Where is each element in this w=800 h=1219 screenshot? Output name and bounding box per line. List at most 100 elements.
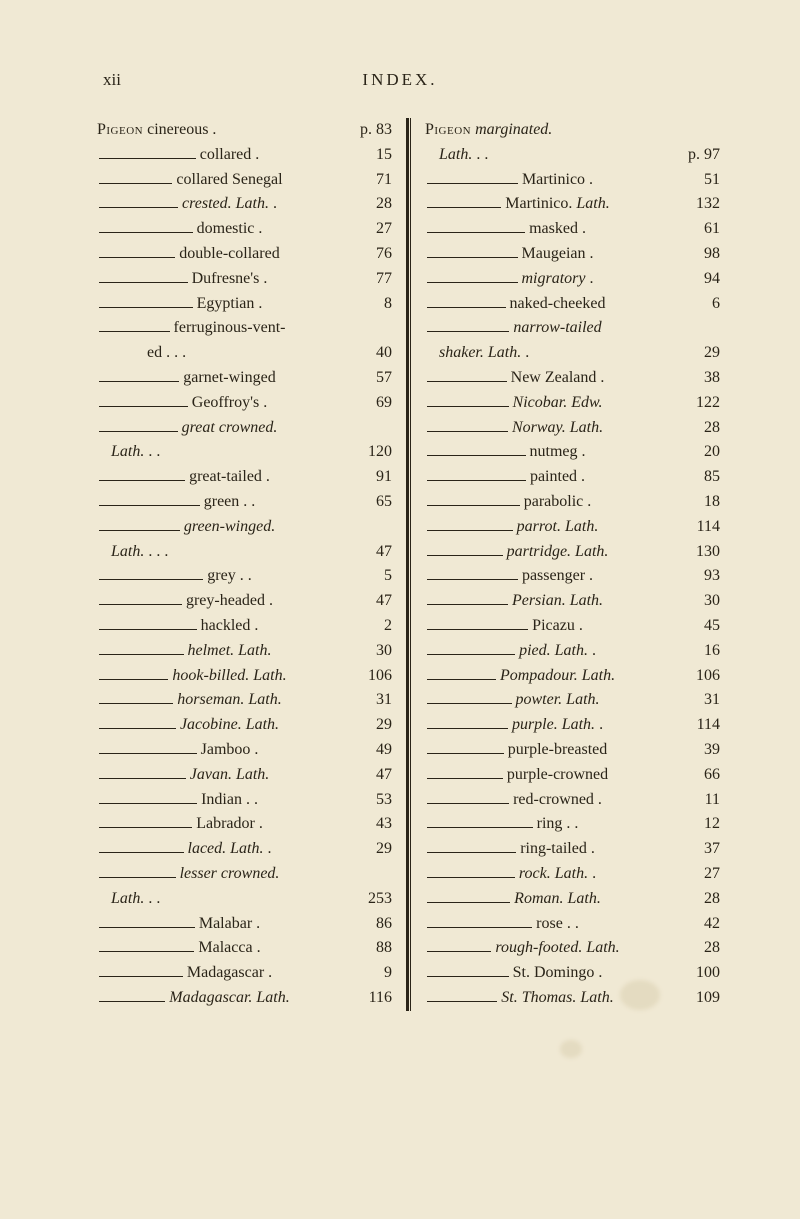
entry-page: 31: [684, 688, 720, 713]
index-entry: red-crowned .11: [423, 788, 720, 813]
index-entry: horseman. Lath.31: [95, 688, 392, 713]
entry-page: 77: [356, 267, 392, 292]
entry-label: great-tailed .: [189, 465, 270, 490]
entry-label: purple. Lath. .: [512, 713, 603, 738]
index-entry: Malabar .86: [95, 912, 392, 937]
leader-dash: [427, 282, 518, 283]
index-entry: ring . .12: [423, 812, 720, 837]
entry-page: 2: [356, 614, 392, 639]
entry-page: 69: [356, 391, 392, 416]
leader-dash: [427, 803, 509, 804]
entry-label: hook-billed. Lath.: [172, 664, 286, 689]
index-entry: Jacobine. Lath.29: [95, 713, 392, 738]
entry-label: red-crowned .: [513, 788, 602, 813]
index-entry: helmet. Lath.30: [95, 639, 392, 664]
index-entry: painted .85: [423, 465, 720, 490]
leader-dash: [427, 753, 504, 754]
index-entry: grey-headed .47: [95, 589, 392, 614]
index-entry: Picazu . 45: [423, 614, 720, 639]
leader-dash: [99, 703, 173, 704]
entry-label: domestic .: [197, 217, 263, 242]
leader-dash: [99, 183, 172, 184]
entry-label: Lath. . .: [111, 440, 160, 465]
leader-dash: [427, 530, 513, 531]
index-entry: New Zealand .38: [423, 366, 720, 391]
entry-page: 132: [684, 192, 720, 217]
entry-label: purple-crowned: [507, 763, 608, 788]
entry-page: 253: [356, 887, 392, 912]
entry-label: collared .: [200, 143, 260, 168]
leader-dash: [99, 877, 176, 878]
leader-dash: [427, 778, 503, 779]
leader-dash: [99, 381, 179, 382]
index-entry: shaker. Lath. .29: [423, 341, 720, 366]
entry-label: migratory .: [522, 267, 594, 292]
leader-dash: [427, 728, 508, 729]
entry-label: Persian. Lath.: [512, 589, 603, 614]
leader-dash: [99, 232, 193, 233]
index-entry: ring-tailed .37: [423, 837, 720, 862]
entry-page: 27: [356, 217, 392, 242]
entry-label: St. Thomas. Lath.: [501, 986, 613, 1011]
leader-dash: [99, 431, 178, 432]
entry-page: 45: [684, 614, 720, 639]
index-entry: Pigeon marginated.: [423, 118, 720, 143]
page-header: xii INDEX.: [95, 70, 720, 90]
entry-label: grey . .: [207, 564, 251, 589]
index-entry: double-collared76: [95, 242, 392, 267]
entry-label: Picazu .: [532, 614, 583, 639]
entry-page: 6: [684, 292, 720, 317]
index-entry: purple. Lath. .114: [423, 713, 720, 738]
index-entry: Norway. Lath.28: [423, 416, 720, 441]
index-entry: purple-crowned66: [423, 763, 720, 788]
entry-label: garnet-winged: [183, 366, 275, 391]
entry-label: horseman. Lath.: [177, 688, 281, 713]
entry-page: 109: [684, 986, 720, 1011]
index-entry: rose . .42: [423, 912, 720, 937]
index-entry: Jamboo .49: [95, 738, 392, 763]
leader-dash: [99, 530, 180, 531]
entry-page: 28: [684, 887, 720, 912]
entry-page: 93: [684, 564, 720, 589]
index-entry: rough-footed. Lath.28: [423, 936, 720, 961]
entry-page: 57: [356, 366, 392, 391]
entry-label: narrow-tailed: [513, 316, 601, 341]
entry-label: Madagascar. Lath.: [169, 986, 289, 1011]
entry-label: Maugeian .: [522, 242, 594, 267]
index-entry: nutmeg .20: [423, 440, 720, 465]
index-entry: Pompadour. Lath.106: [423, 664, 720, 689]
entry-page: 49: [356, 738, 392, 763]
entry-label: ed . . .: [147, 341, 186, 366]
leader-dash: [427, 629, 528, 630]
leader-dash: [427, 927, 532, 928]
entry-page: 47: [356, 763, 392, 788]
entry-label: Madagascar .: [187, 961, 272, 986]
entry-label: Malacca .: [198, 936, 260, 961]
leader-dash: [99, 207, 178, 208]
entry-label: Norway. Lath.: [512, 416, 603, 441]
index-entry: powter. Lath.31: [423, 688, 720, 713]
entry-label: Javan. Lath.: [190, 763, 270, 788]
entry-label: Geoffroy's .: [192, 391, 267, 416]
index-entry: Maugeian . 98: [423, 242, 720, 267]
index-entry: laced. Lath. .29: [95, 837, 392, 862]
left-column: Pigeon cinereous .p. 83collared .15colla…: [95, 118, 406, 1011]
entry-label: Martinico .: [522, 168, 593, 193]
entry-label: collared Senegal: [176, 168, 282, 193]
entry-label: Dufresne's .: [192, 267, 268, 292]
entry-label: rough-footed. Lath.: [495, 936, 619, 961]
leader-dash: [99, 480, 185, 481]
leader-dash: [427, 1001, 497, 1002]
age-stain: [620, 980, 660, 1010]
index-entry: Indian . .53: [95, 788, 392, 813]
leader-dash: [427, 257, 518, 258]
entry-page: 12: [684, 812, 720, 837]
entry-label: New Zealand .: [511, 366, 605, 391]
entry-label: hackled .: [201, 614, 259, 639]
entry-page: 98: [684, 242, 720, 267]
index-entry: garnet-winged 57: [95, 366, 392, 391]
index-entry: Roman. Lath.28: [423, 887, 720, 912]
leader-dash: [99, 158, 196, 159]
entry-page: 53: [356, 788, 392, 813]
entry-page: 120: [356, 440, 392, 465]
